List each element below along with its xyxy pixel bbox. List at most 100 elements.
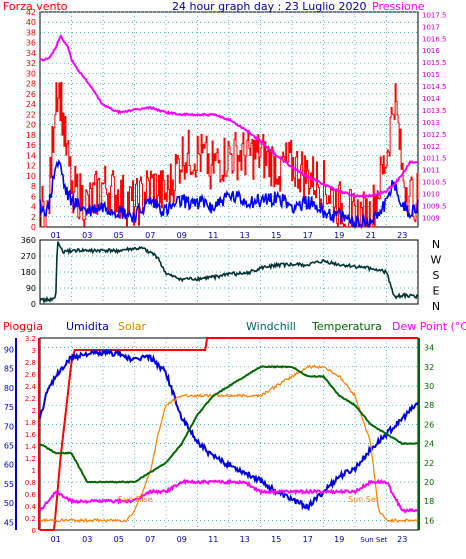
tick-hour-p3: 19 (334, 535, 344, 544)
tick-temp: 20 (424, 478, 434, 487)
label-temperatura: Temperatura (311, 320, 382, 333)
tick-humidity: 70 (4, 422, 14, 431)
tick-compass: E (433, 285, 440, 298)
tick-sunset: Sun Set (360, 536, 387, 544)
tick-temp: 22 (424, 459, 434, 468)
tick-left-p2: 90 (26, 284, 36, 293)
series-dewpoint (39, 478, 419, 514)
tick-left-p1: 16 (26, 141, 36, 150)
tick-humidity: 75 (4, 403, 14, 412)
tick-right-p1: 1010.5 (422, 179, 447, 187)
tick-left-p1: 22 (26, 110, 36, 119)
label-dewpoint: Dew Point (°C) (392, 320, 466, 333)
tick-hour-p1: 23 (397, 231, 407, 240)
series-temperature (39, 365, 419, 484)
tick-hour-p3: 09 (177, 535, 187, 544)
tick-hour-p1: 15 (271, 231, 281, 240)
tick-humidity: 55 (4, 480, 14, 489)
header-left: Forza vento (3, 0, 68, 13)
tick-rain: 3.2 (25, 335, 36, 343)
tick-hour-p3: 13 (240, 535, 250, 544)
tick-left-p1: 28 (26, 80, 36, 89)
tick-right-p1: 1011 (422, 167, 440, 175)
tick-left-p2: 180 (21, 268, 36, 277)
tick-rain: 2.8 (25, 359, 36, 367)
tick-left-p1: 34 (26, 49, 36, 58)
label-windchill: Windchill (246, 320, 296, 333)
tick-right-p1: 1009.5 (422, 203, 447, 211)
tick-hour-p1: 21 (366, 231, 376, 240)
tick-left-p1: 18 (26, 131, 36, 140)
tick-hour-p1: 07 (145, 231, 155, 240)
tick-left-p2: 360 (21, 236, 36, 245)
tick-temp: 28 (424, 401, 434, 410)
tick-humidity: 80 (4, 384, 14, 393)
tick-right-p1: 1015.5 (422, 59, 447, 67)
tick-rain: 2 (32, 407, 36, 415)
tick-hour-p1: 05 (114, 231, 124, 240)
series-direction (39, 241, 418, 305)
tick-left-p1: 24 (26, 100, 36, 109)
tick-temp: 30 (424, 382, 434, 391)
tick-temp: 18 (424, 497, 434, 506)
tick-compass: W (431, 254, 442, 267)
tick-right-p1: 1011.5 (422, 155, 447, 163)
tick-rain: 0.6 (25, 491, 37, 499)
annotation-sunset: Sun Set (348, 495, 379, 504)
tick-rain: 0 (32, 527, 36, 535)
tick-hour-p3: 07 (145, 535, 155, 544)
tick-left-p1: 36 (26, 39, 36, 48)
tick-hour-p3: 11 (208, 535, 218, 544)
tick-right-p1: 1010 (422, 191, 440, 199)
tick-right-p1: 1014 (422, 95, 440, 103)
tick-left-p1: 10 (26, 172, 36, 181)
tick-right-p1: 1012 (422, 143, 440, 151)
tick-right-p1: 1017 (422, 23, 440, 31)
tick-temp: 32 (424, 363, 434, 372)
tick-left-p2: 0 (31, 300, 36, 309)
tick-left-p2: 270 (21, 252, 36, 261)
tick-hour-p1: 11 (208, 231, 218, 240)
tick-left-p1: 4 (31, 203, 36, 212)
tick-humidity: 60 (4, 461, 14, 470)
series-humidity (39, 348, 419, 512)
tick-left-p1: 20 (26, 121, 36, 130)
series-solar (39, 364, 419, 524)
tick-hour-p1: 01 (51, 231, 61, 240)
tick-compass: N (432, 300, 440, 313)
tick-rain: 1.4 (25, 443, 37, 451)
tick-left-p1: 30 (26, 69, 36, 78)
tick-right-p1: 1013 (422, 119, 440, 127)
tick-humidity: 45 (4, 518, 14, 527)
series-lines (39, 34, 419, 531)
header-right: Pressione (372, 0, 425, 13)
tick-left-p1: 26 (26, 90, 36, 99)
tick-temp: 16 (424, 516, 434, 525)
tick-hour-p3: 05 (114, 535, 124, 544)
tick-rain: 0.2 (25, 515, 36, 523)
tick-rain: 0.4 (25, 503, 37, 511)
tick-temp: 34 (424, 344, 434, 353)
tick-rain: 0.8 (25, 479, 36, 487)
series-rain (40, 337, 418, 531)
tick-rain: 3 (32, 347, 36, 355)
annotation-sunrise: Sun Rise (118, 495, 153, 504)
tick-right-p1: 1016 (422, 47, 440, 55)
tick-left-p1: 8 (31, 182, 36, 191)
tick-right-p1: 1015 (422, 71, 440, 79)
tick-temp: 26 (424, 420, 434, 429)
series-wind-average (39, 158, 419, 230)
tick-hour-p3: 01 (51, 535, 61, 544)
axis-labels: 0246810121416182022242628303234363840421… (4, 8, 447, 544)
tick-compass: S (433, 269, 440, 282)
tick-hour-p1: 19 (334, 231, 344, 240)
tick-hour-p1: 17 (303, 231, 313, 240)
tick-rain: 2.4 (25, 383, 37, 391)
header-center: 24 hour graph day : 23 Luglio 2020 (172, 0, 367, 13)
tick-left-p1: 0 (31, 223, 36, 232)
tick-right-p1: 1013.5 (422, 107, 447, 115)
tick-right-p1: 1017.5 (422, 11, 447, 19)
label-umidita: Umidita (66, 320, 109, 333)
